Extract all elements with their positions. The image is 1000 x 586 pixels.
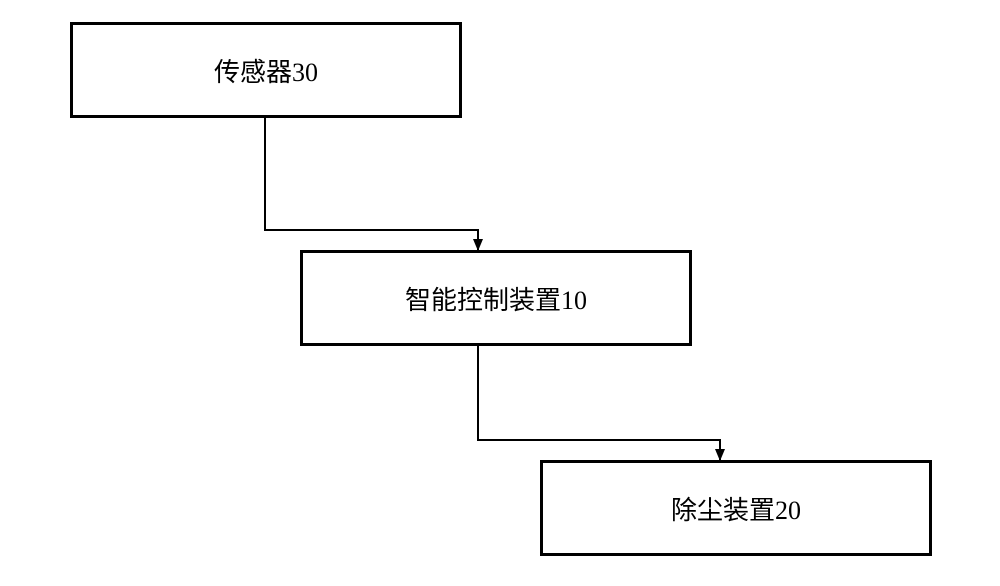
flowchart-node-sensor: 传感器30 <box>70 22 462 118</box>
flowchart-node-dedust: 除尘装置20 <box>540 460 932 556</box>
node-label: 除尘装置20 <box>671 490 801 527</box>
flowchart-edge <box>265 118 478 250</box>
flowchart-canvas: 传感器30 智能控制装置10 除尘装置20 <box>0 0 1000 586</box>
node-label: 智能控制装置10 <box>405 280 587 317</box>
flowchart-node-controller: 智能控制装置10 <box>300 250 692 346</box>
node-label: 传感器30 <box>214 52 318 89</box>
flowchart-edge <box>478 346 720 460</box>
